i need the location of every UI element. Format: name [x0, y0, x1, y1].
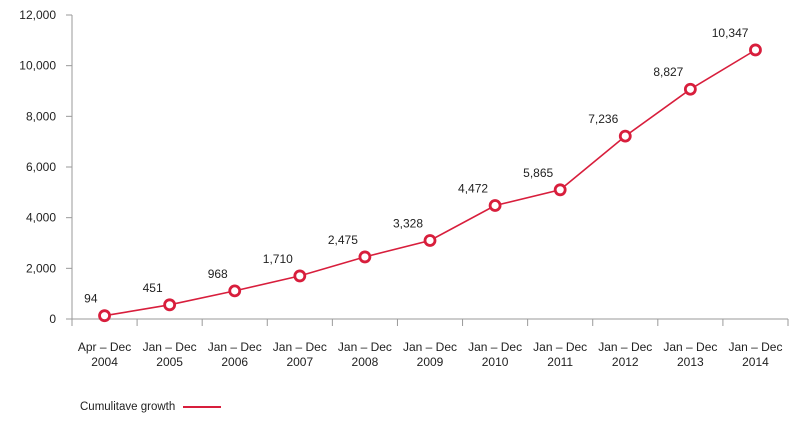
data-point [423, 234, 437, 247]
y-tick-label: 4,000 [26, 211, 56, 225]
x-tick-label-year: 2008 [352, 355, 379, 369]
y-tick-label: 2,000 [26, 261, 56, 275]
x-tick-label: Jan – Dec [663, 340, 717, 354]
series-line [104, 49, 756, 317]
x-tick-label: Jan – Dec [533, 340, 587, 354]
data-label: 8,827 [653, 65, 683, 79]
data-label: 94 [84, 292, 98, 306]
data-point [553, 183, 567, 197]
x-tick-label: Jan – Dec [468, 340, 522, 354]
x-tick-label-year: 2013 [677, 355, 704, 369]
data-label: 451 [143, 281, 163, 295]
x-tick-label-year: 2010 [482, 355, 509, 369]
data-label: 10,347 [712, 26, 749, 40]
data-point [293, 269, 307, 283]
data-point [618, 129, 632, 143]
x-tick-label: Jan – Dec [143, 340, 197, 354]
x-tick-label-year: 2011 [547, 355, 573, 369]
y-tick-label: 10,000 [19, 59, 56, 73]
y-tick-label: 8,000 [26, 109, 56, 123]
data-label: 3,328 [393, 216, 423, 230]
x-tick-label-year: 2012 [612, 355, 639, 369]
x-tick-label: Jan – Dec [728, 340, 782, 354]
x-tick-label-year: 2005 [156, 355, 183, 369]
data-point [98, 309, 111, 323]
data-label: 1,710 [263, 252, 293, 266]
legend: Cumulitave growth [80, 399, 222, 415]
x-tick-label-year: 2009 [417, 355, 444, 369]
y-tick-label: 6,000 [26, 160, 56, 174]
y-tick-label: 0 [49, 312, 56, 326]
x-tick-label: Jan – Dec [338, 340, 392, 354]
data-label: 4,472 [458, 182, 488, 196]
data-point [358, 250, 372, 264]
data-point [163, 298, 177, 312]
data-point [228, 284, 242, 298]
x-tick-label: Jan – Dec [403, 340, 457, 354]
x-tick-label-year: 2014 [742, 355, 769, 369]
legend-label: Cumulitave growth [80, 401, 176, 413]
x-tick-label-year: 2007 [286, 355, 313, 369]
legend-swatch [183, 406, 222, 408]
x-tick-label-year: 2006 [221, 355, 248, 369]
x-tick-label: Jan – Dec [273, 340, 327, 354]
data-point [488, 199, 502, 212]
data-label: 7,236 [588, 112, 618, 126]
data-label: 2,475 [328, 233, 358, 247]
data-point [749, 43, 762, 57]
x-tick-label: Apr – Dec [78, 340, 131, 354]
data-point [683, 82, 697, 96]
x-tick-label-year: 2004 [91, 355, 118, 369]
data-label: 968 [208, 267, 228, 281]
x-tick-label: Jan – Dec [598, 340, 652, 354]
x-tick-label: Jan – Dec [208, 340, 262, 354]
y-tick-label: 12,000 [19, 8, 56, 22]
data-label: 5,865 [523, 166, 553, 180]
